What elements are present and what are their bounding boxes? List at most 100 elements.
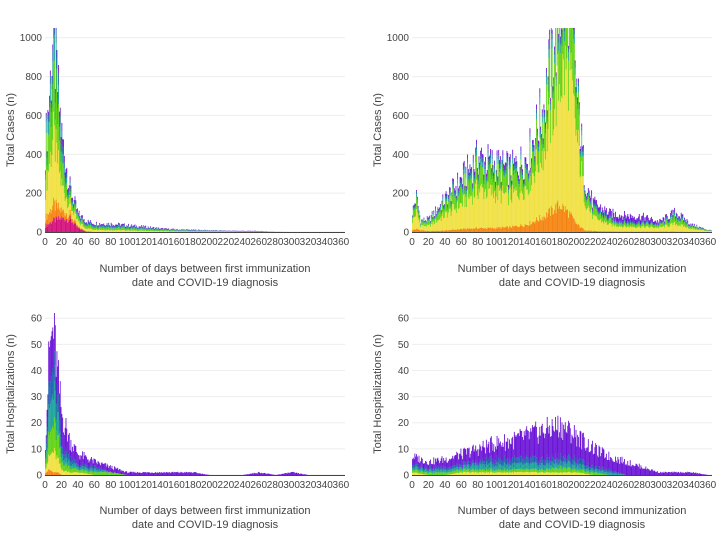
bar-segment-green bbox=[131, 227, 133, 231]
bar-segment-yellow bbox=[605, 222, 607, 232]
bar-segment-yellow bbox=[494, 203, 496, 230]
bar-segment-orange bbox=[544, 217, 546, 232]
bar-segment-yellow bbox=[49, 454, 51, 471]
bar-segment-yellow bbox=[439, 217, 441, 231]
bar-segment-green bbox=[53, 37, 55, 112]
bar-segment-yellow bbox=[508, 205, 510, 229]
bar-segment-yellow bbox=[681, 224, 683, 232]
bar-segment-yellow bbox=[471, 471, 473, 475]
bar-segment-blue bbox=[434, 465, 436, 469]
bar-segment-blue bbox=[582, 149, 583, 153]
bar-segment-yellow bbox=[50, 453, 52, 471]
bar-segment-green bbox=[73, 206, 75, 213]
bar-segment-violet bbox=[689, 223, 691, 225]
bar-segment-teal bbox=[78, 467, 80, 471]
bar-segment-yellow bbox=[64, 471, 66, 475]
bar-segment-green bbox=[650, 223, 652, 227]
y-tick-label: 600 bbox=[25, 111, 42, 122]
bar-segment-green bbox=[169, 230, 171, 232]
bar-segment-yellow bbox=[476, 195, 478, 229]
bar-segment-blue bbox=[639, 223, 641, 225]
bar-segment-orange bbox=[476, 228, 478, 232]
bar-segment-teal bbox=[61, 140, 63, 152]
bar-segment-yellow bbox=[139, 230, 141, 232]
y-tick-label: 0 bbox=[36, 471, 42, 482]
bar-segment-green bbox=[563, 28, 565, 60]
bar-segment-green bbox=[69, 469, 71, 474]
bar-segment-green bbox=[206, 231, 207, 232]
bar-segment-violet bbox=[293, 472, 295, 475]
bar-segment-green bbox=[136, 228, 138, 231]
bar-segment-orange bbox=[49, 469, 50, 475]
x-tick-label: 180 bbox=[552, 237, 569, 248]
bar-segment-green bbox=[487, 469, 489, 473]
bar-segment-green bbox=[666, 220, 668, 226]
bar-segment-green bbox=[176, 230, 178, 232]
bar-segment-teal bbox=[126, 227, 128, 229]
bar-segment-yellow bbox=[698, 229, 700, 232]
bar-segment-blue bbox=[104, 469, 106, 471]
bar-segment-violet bbox=[436, 458, 438, 467]
bar-segment-violet bbox=[656, 220, 658, 223]
bar-segment-green bbox=[57, 435, 59, 458]
bar-segment-teal bbox=[474, 464, 476, 470]
y-tick-label: 30 bbox=[31, 392, 43, 403]
bar-segment-green bbox=[490, 179, 492, 196]
bar-segment-yellow bbox=[466, 472, 468, 475]
bar-segment-violet bbox=[647, 215, 648, 220]
bar-segment-blue bbox=[598, 210, 600, 213]
bar-segment-magenta bbox=[48, 224, 50, 232]
bar-segment-green bbox=[591, 199, 593, 210]
bar-segment-yellow bbox=[439, 219, 440, 231]
bar-segment-teal bbox=[617, 222, 619, 224]
bar-segment-green bbox=[695, 228, 697, 230]
bar-segment-orange bbox=[502, 226, 504, 232]
bar-segment-violet bbox=[430, 463, 432, 469]
bar-segment-teal bbox=[486, 465, 488, 471]
bar-segment-violet bbox=[120, 471, 122, 475]
bar-segment-violet bbox=[612, 208, 614, 216]
bar-segment-teal bbox=[677, 220, 679, 223]
bar-segment-teal bbox=[508, 165, 510, 170]
bar-segment-teal bbox=[45, 450, 47, 460]
bar-segment-yellow bbox=[572, 80, 574, 217]
bar-segment-blue bbox=[488, 161, 490, 166]
bar-segment-orange bbox=[530, 224, 532, 232]
bar-segment-blue bbox=[63, 146, 64, 155]
bar-segment-violet bbox=[453, 178, 454, 182]
bar-segment-yellow bbox=[447, 217, 449, 231]
bar-stack-group bbox=[412, 415, 708, 475]
bar-segment-orange bbox=[54, 471, 56, 475]
bar-segment-blue bbox=[593, 204, 595, 206]
x-tick-label: 300 bbox=[283, 480, 300, 491]
bar-segment-green bbox=[54, 417, 55, 448]
bar-segment-magenta bbox=[70, 218, 72, 232]
bar-segment-blue bbox=[151, 228, 152, 230]
bar-segment-teal bbox=[51, 89, 53, 108]
bar-segment-teal bbox=[72, 464, 73, 469]
bar-segment-blue bbox=[680, 215, 682, 217]
bar-segment-orange bbox=[456, 230, 458, 232]
bar-segment-violet bbox=[481, 446, 483, 461]
bar-segment-blue bbox=[631, 222, 633, 224]
bar-segment-violet bbox=[99, 463, 101, 469]
bar-segment-green bbox=[623, 224, 625, 227]
bar-segment-yellow bbox=[591, 219, 593, 232]
bar-segment-yellow bbox=[76, 219, 78, 225]
bar-segment-teal bbox=[92, 470, 94, 473]
bar-segment-green bbox=[483, 469, 485, 473]
bar-segment-blue bbox=[573, 29, 575, 35]
bar-segment-yellow bbox=[61, 178, 63, 208]
bar-segment-violet bbox=[157, 472, 159, 475]
bar-segment-teal bbox=[646, 221, 648, 223]
bar-segment-yellow bbox=[77, 221, 79, 227]
bar-segment-teal bbox=[84, 224, 86, 226]
bar-segment-green bbox=[673, 216, 675, 223]
bar-segment-blue bbox=[603, 217, 605, 219]
bar-segment-green bbox=[587, 199, 588, 209]
bar-segment-green bbox=[425, 223, 427, 227]
bar-segment-magenta bbox=[58, 216, 60, 232]
bar-segment-violet bbox=[660, 219, 662, 222]
bar-segment-yellow bbox=[57, 457, 59, 473]
bar-segment-orange bbox=[481, 227, 483, 232]
